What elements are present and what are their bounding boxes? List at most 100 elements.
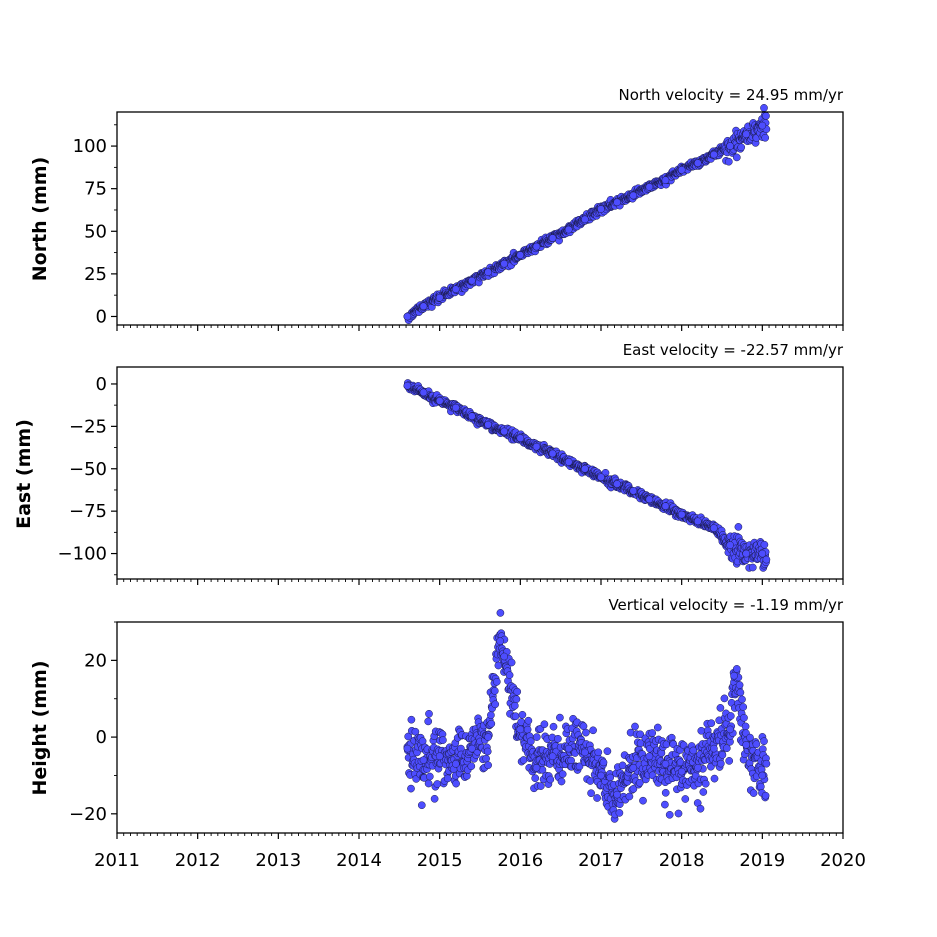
data-point [736, 688, 745, 697]
data-point [677, 510, 686, 519]
data-point [468, 276, 476, 285]
xtick-label: 2014 [336, 850, 382, 871]
data-point [742, 130, 751, 139]
data-point [741, 722, 750, 731]
data-point [403, 744, 412, 753]
north-ylabel: North (mm) [29, 157, 51, 282]
data-point [546, 775, 555, 784]
data-point [490, 687, 499, 695]
data-point [762, 112, 770, 120]
data-point [532, 442, 541, 451]
data-point [435, 293, 444, 302]
data-point [597, 205, 605, 213]
data-point [548, 234, 557, 242]
data-point [579, 722, 588, 731]
data-point [516, 251, 525, 259]
data-point [661, 788, 670, 797]
data-point [699, 788, 708, 796]
data-point [516, 725, 525, 734]
data-point [737, 143, 746, 152]
ytick-label: −75 [69, 501, 107, 522]
data-point [760, 737, 768, 746]
data-point [701, 779, 710, 788]
data-point [645, 752, 654, 761]
height-yticks: 20 0 −20 [69, 621, 117, 825]
data-point [661, 176, 670, 185]
data-point [516, 434, 525, 443]
data-point [720, 694, 729, 703]
data-point [531, 774, 540, 783]
data-point [451, 285, 460, 294]
ytick-label: 75 [84, 179, 107, 200]
vertical-velocity-title: Vertical velocity = -1.19 mm/yr [608, 596, 843, 614]
data-point [484, 761, 492, 770]
data-point [419, 302, 428, 311]
data-point [548, 449, 557, 458]
data-point [512, 695, 521, 704]
data-point [726, 725, 734, 734]
data-point [726, 712, 735, 720]
data-point [425, 709, 433, 718]
ytick-label: −25 [69, 416, 107, 437]
north-panel: North velocity = 24.95 mm/yr North (mm) … [29, 86, 844, 331]
data-point [681, 795, 690, 803]
data-point [482, 754, 490, 763]
data-point [689, 746, 698, 755]
xtick-label: 2018 [659, 850, 705, 871]
data-point [760, 540, 769, 549]
data-point [742, 740, 751, 749]
ytick-label: −20 [69, 804, 107, 825]
data-point [500, 652, 509, 661]
east-yticks: 0 −25 −50 −75 −100 [58, 374, 117, 576]
data-point [674, 809, 683, 818]
data-point [468, 744, 476, 753]
data-point [425, 772, 434, 781]
xtick-label: 2016 [497, 850, 543, 871]
data-point [581, 215, 589, 224]
data-point [452, 779, 460, 788]
xtick-label: 2011 [94, 850, 140, 871]
data-point [597, 771, 605, 780]
ytick-label: 20 [84, 650, 107, 671]
xtick-label: 2019 [739, 850, 785, 871]
data-point [748, 563, 757, 572]
data-point [518, 710, 527, 719]
data-point [661, 760, 670, 768]
data-point [613, 790, 621, 799]
data-point [645, 183, 654, 191]
data-point [439, 736, 447, 744]
north-points [403, 104, 771, 325]
data-point [430, 794, 439, 803]
data-point [661, 502, 670, 510]
data-point [629, 763, 638, 772]
data-point [513, 687, 522, 696]
data-point [586, 777, 595, 785]
data-point [639, 796, 647, 805]
data-point [487, 711, 495, 719]
data-point [726, 142, 734, 150]
data-point [581, 748, 589, 757]
data-point [433, 780, 442, 788]
xtick-label: 2012 [175, 850, 221, 871]
data-point [407, 715, 416, 724]
data-point [653, 723, 662, 732]
data-point [716, 759, 725, 768]
data-point [613, 198, 621, 207]
data-point [424, 779, 433, 788]
data-point [746, 733, 754, 742]
ytick-label: 0 [96, 374, 107, 395]
height-panel: Vertical velocity = -1.19 mm/yr Height (… [29, 596, 866, 871]
data-point [661, 800, 669, 809]
data-point [500, 259, 509, 268]
data-point [419, 756, 428, 764]
data-point [756, 782, 765, 791]
data-point [435, 397, 444, 405]
data-point [581, 464, 589, 473]
data-point [419, 388, 428, 397]
data-point [758, 549, 767, 558]
data-point [724, 157, 733, 166]
data-point [467, 762, 476, 771]
data-point [403, 381, 412, 390]
ytick-label: 25 [84, 264, 107, 285]
